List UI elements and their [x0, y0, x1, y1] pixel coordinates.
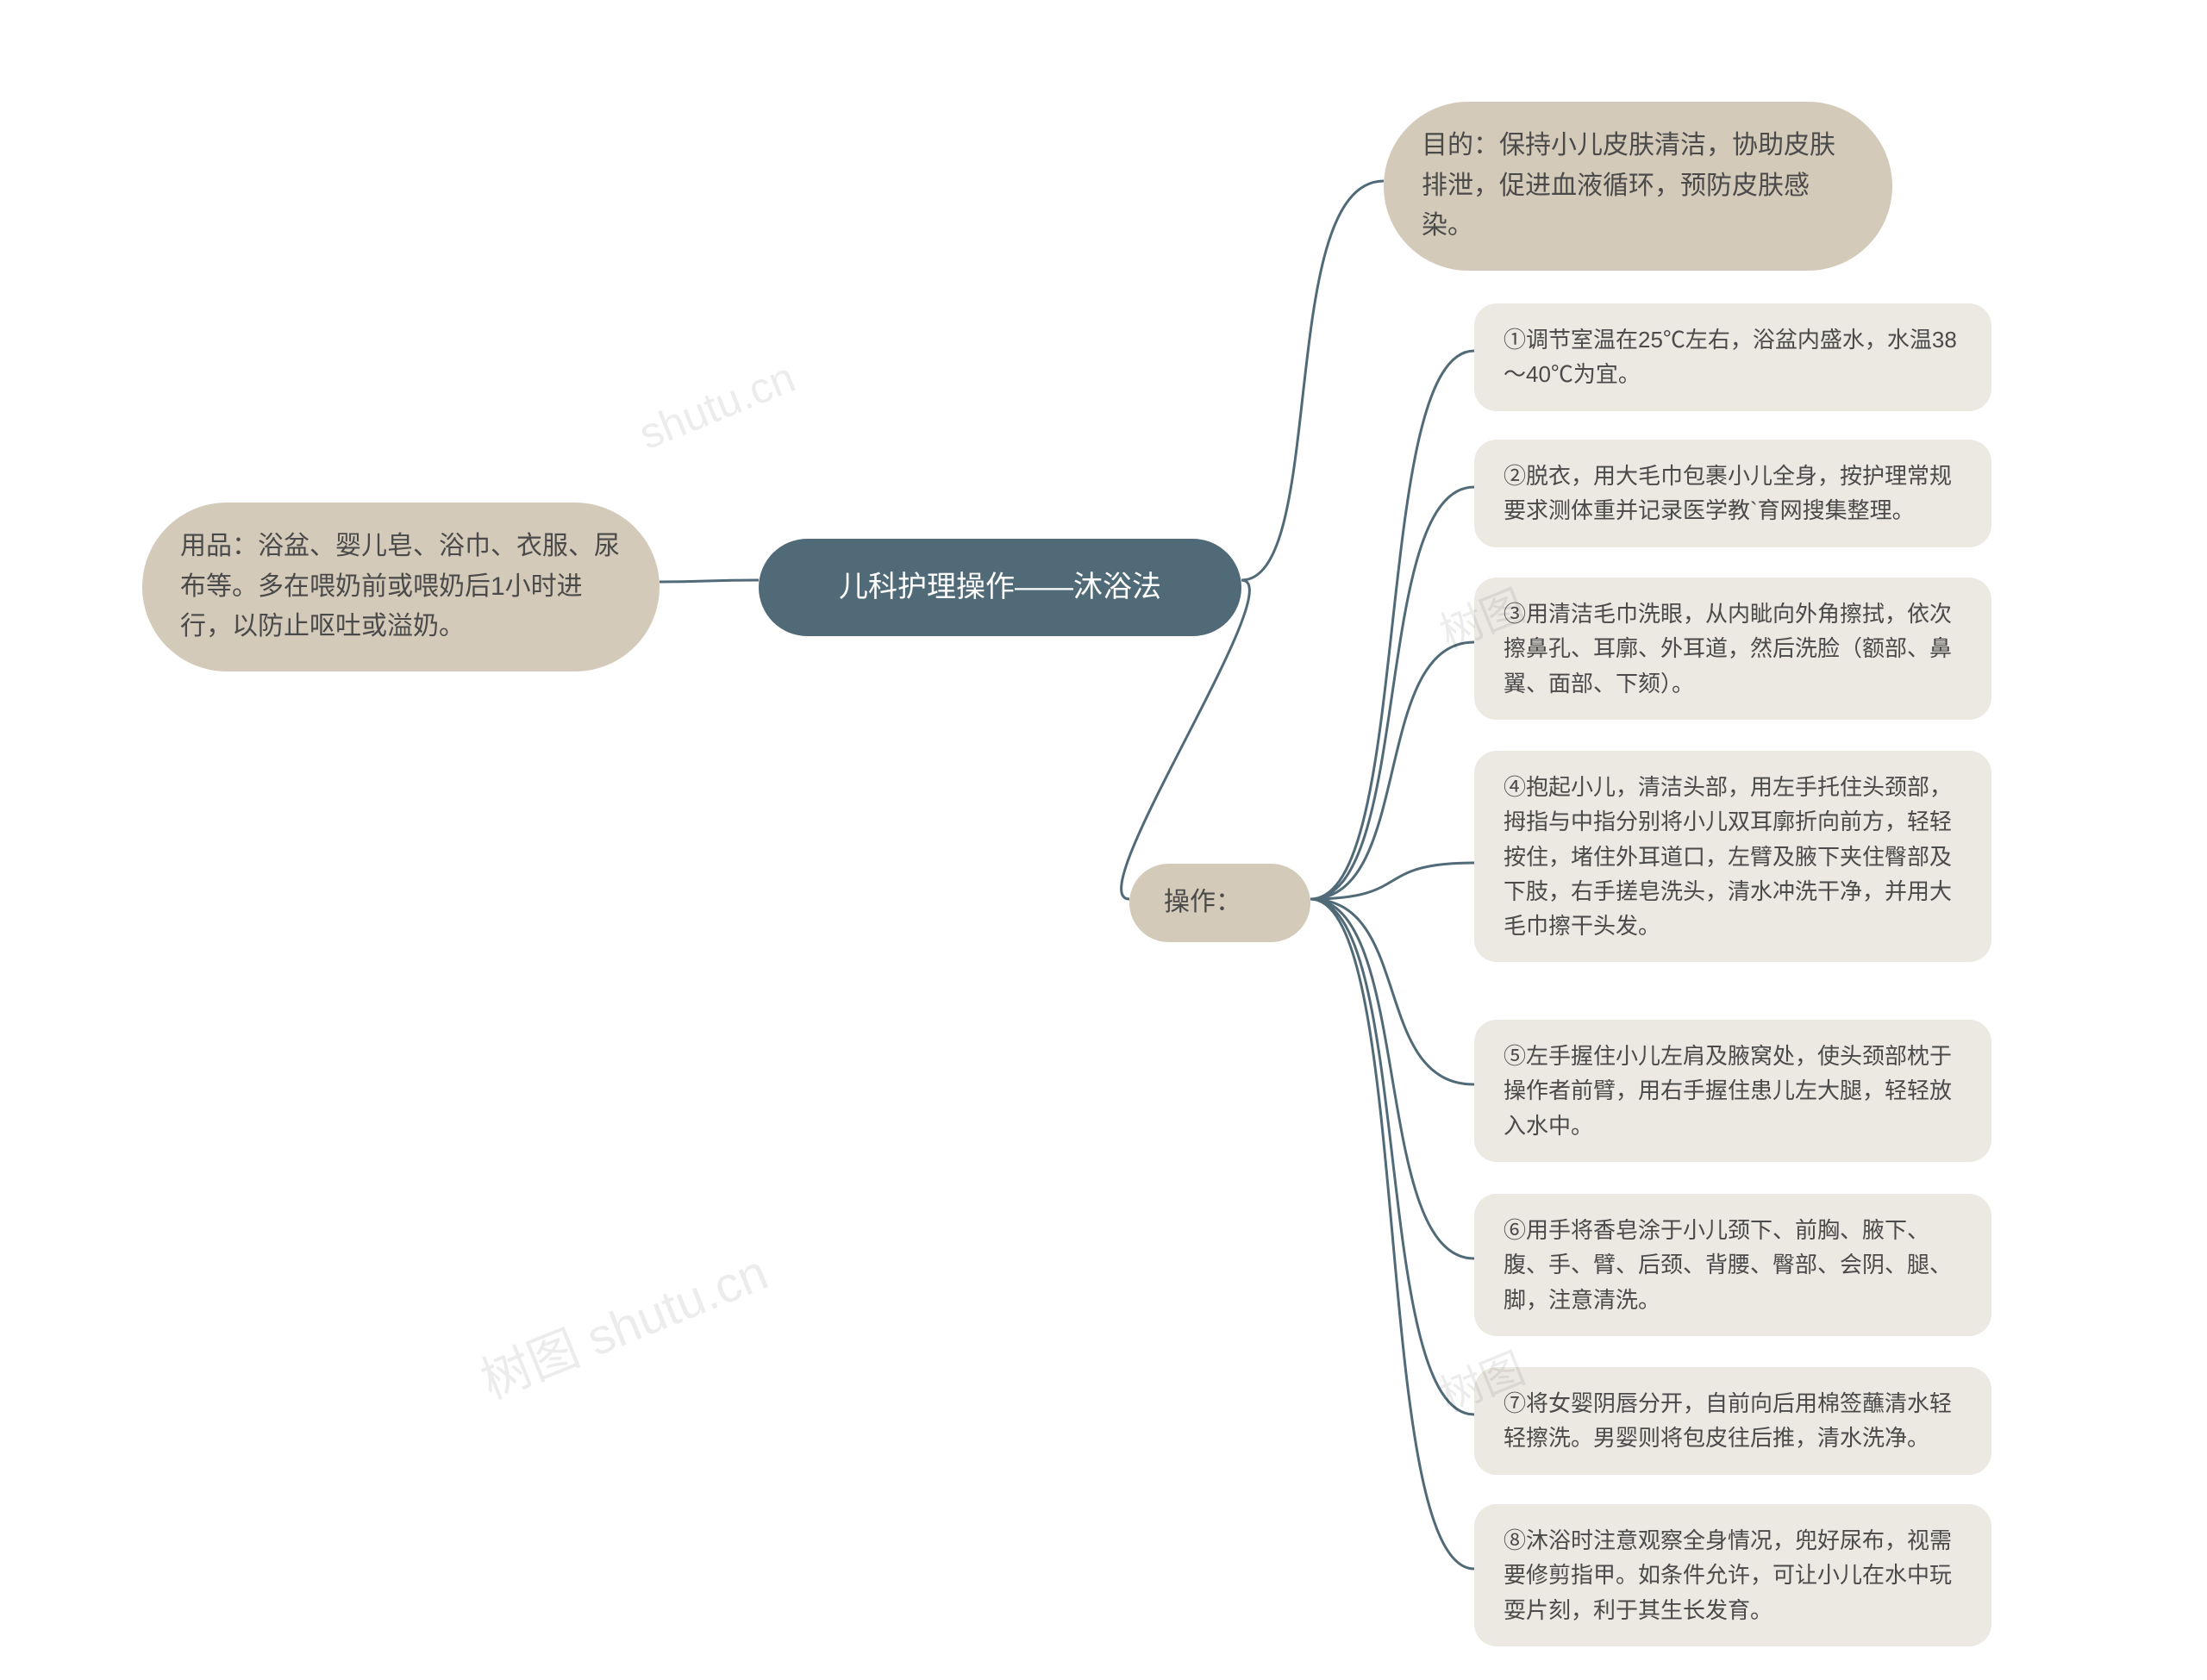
step-8-text: ⑧沐浴时注意观察全身情况，兜好尿布，视需要修剪指甲。如条件允许，可让小儿在水中玩…: [1504, 1527, 1952, 1623]
node-purpose: 目的：保持小儿皮肤清洁，协助皮肤排泄，促进血液循环，预防皮肤感染。: [1384, 102, 1892, 271]
purpose-text: 目的：保持小儿皮肤清洁，协助皮肤排泄，促进血液循环，预防皮肤感染。: [1422, 131, 1835, 240]
step-3: ③用清洁毛巾洗眼，从内眦向外角擦拭，依次擦鼻孔、耳廓、外耳道，然后洗脸（额部、鼻…: [1474, 578, 1991, 720]
step-3-text: ③用清洁毛巾洗眼，从内眦向外角擦拭，依次擦鼻孔、耳廓、外耳道，然后洗脸（额部、鼻…: [1504, 601, 1952, 696]
step-6-text: ⑥用手将香皂涂于小儿颈下、前胸、腋下、腹、手、臂、后颈、背腰、臀部、会阴、腿、脚…: [1504, 1217, 1952, 1313]
root-label: 儿科护理操作——沐浴法: [839, 571, 1161, 603]
step-7: ⑦将女婴阴唇分开，自前向后用棉签蘸清水轻轻擦洗。男婴则将包皮往后推，清水洗净。: [1474, 1367, 1991, 1475]
step-7-text: ⑦将女婴阴唇分开，自前向后用棉签蘸清水轻轻擦洗。男婴则将包皮往后推，清水洗净。: [1504, 1390, 1952, 1451]
step-2-text: ②脱衣，用大毛巾包裹小儿全身，按护理常规要求测体重并记录医学教`育网搜集整理。: [1504, 463, 1952, 523]
step-8: ⑧沐浴时注意观察全身情况，兜好尿布，视需要修剪指甲。如条件允许，可让小儿在水中玩…: [1474, 1504, 1991, 1646]
step-2: ②脱衣，用大毛巾包裹小儿全身，按护理常规要求测体重并记录医学教`育网搜集整理。: [1474, 440, 1991, 547]
step-4: ④抱起小儿，清洁头部，用左手托住头颈部，拇指与中指分别将小儿双耳廓折向前方，轻轻…: [1474, 751, 1991, 962]
step-5-text: ⑤左手握住小儿左肩及腋窝处，使头颈部枕于操作者前臂，用右手握住患儿左大腿，轻轻放…: [1504, 1043, 1952, 1139]
step-6: ⑥用手将香皂涂于小儿颈下、前胸、腋下、腹、手、臂、后颈、背腰、臀部、会阴、腿、脚…: [1474, 1194, 1991, 1336]
step-1-text: ①调节室温在25℃左右，浴盆内盛水，水温38～40℃为宜。: [1504, 327, 1957, 387]
supplies-text: 用品：浴盆、婴儿皂、浴巾、衣服、尿布等。多在喂奶前或喂奶后1小时进行，以防止呕吐…: [180, 532, 620, 640]
step-5: ⑤左手握住小儿左肩及腋窝处，使头颈部枕于操作者前臂，用右手握住患儿左大腿，轻轻放…: [1474, 1020, 1991, 1162]
step-1: ①调节室温在25℃左右，浴盆内盛水，水温38～40℃为宜。: [1474, 303, 1991, 411]
watermark: 树图 shutu.cn: [469, 1232, 777, 1413]
mindmap-root: 儿科护理操作——沐浴法: [759, 539, 1241, 636]
watermark: shutu.cn: [632, 352, 802, 459]
operation-label: 操作：: [1164, 888, 1241, 916]
step-4-text: ④抱起小儿，清洁头部，用左手托住头颈部，拇指与中指分别将小儿双耳廓折向前方，轻轻…: [1504, 774, 1952, 939]
node-supplies: 用品：浴盆、婴儿皂、浴巾、衣服、尿布等。多在喂奶前或喂奶后1小时进行，以防止呕吐…: [142, 503, 660, 671]
node-operation: 操作：: [1129, 864, 1310, 942]
